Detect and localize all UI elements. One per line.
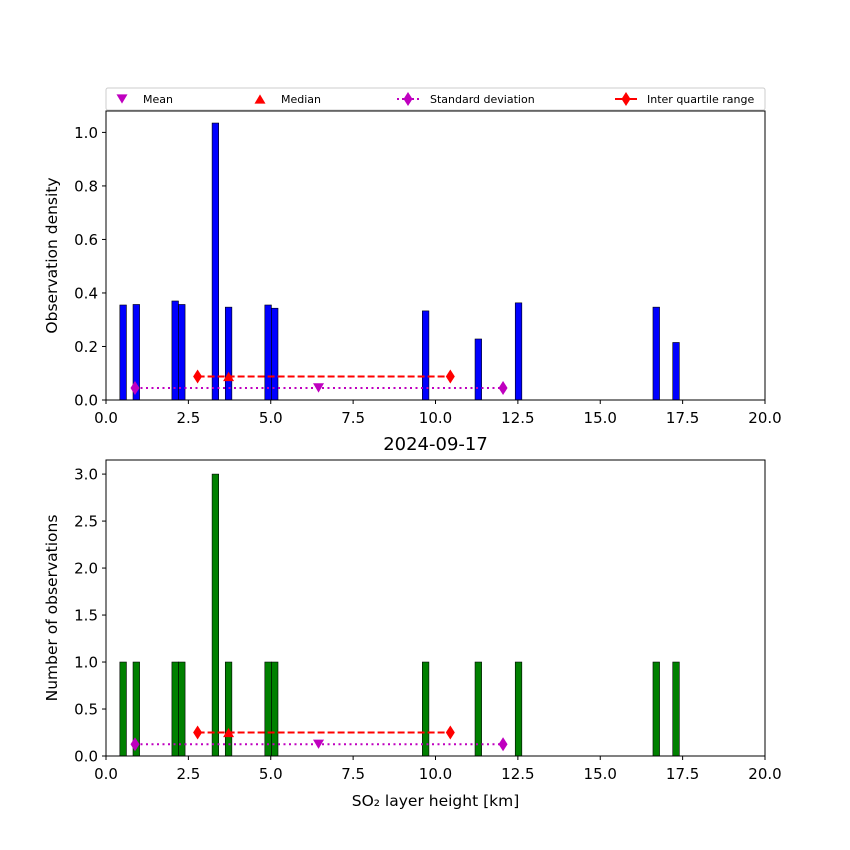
- y-tick-label-2: 0.4: [74, 284, 98, 302]
- bar-7: [271, 307, 279, 401]
- x-tick-label-3: 7.5: [341, 409, 365, 427]
- x-tick-label-5: 12.5: [501, 409, 534, 427]
- iqr-marker-1: [445, 725, 455, 740]
- y-tick-label-2: 1.0: [74, 654, 98, 672]
- std-marker-1: [498, 380, 508, 395]
- bar-2: [171, 300, 179, 401]
- y-tick-label-3: 1.5: [74, 607, 98, 625]
- bar-7: [271, 661, 279, 757]
- iqr-marker-0: [193, 725, 203, 740]
- legend-frame: [105, 87, 766, 111]
- x-tick-label-8: 20.0: [748, 765, 781, 783]
- legend-label-2: Standard deviation: [430, 93, 535, 106]
- axes-frame: [105, 110, 766, 401]
- iqr-marker-1: [445, 369, 455, 384]
- y-tick-label-0: 0.0: [74, 392, 98, 410]
- legend-marker-3: [621, 92, 631, 106]
- bar-9: [474, 338, 482, 401]
- chart-title: 2024-09-17: [383, 434, 488, 455]
- legend-marker-2: [403, 92, 413, 106]
- bar-4: [211, 122, 219, 401]
- legend-marker-1: [254, 94, 266, 104]
- median-marker: [223, 371, 235, 382]
- legend-label-1: Median: [281, 93, 321, 106]
- legend: Mean Median Standard deviation Inter quarti…: [105, 87, 766, 111]
- panel-bottom-counts: 0.0 2.5 5.0 7.5 10.0 12.5 15.0 17.5 20.0 0.0 0.5 1.…: [43, 434, 782, 810]
- x-tick-label-4: 10.0: [419, 409, 452, 427]
- legend-marker-0: [116, 94, 128, 104]
- legend-label-0: Mean: [143, 93, 173, 106]
- axes-frame: [105, 459, 766, 757]
- x-tick-label-5: 12.5: [501, 765, 534, 783]
- x-tick-label-7: 17.5: [666, 409, 699, 427]
- mean-marker: [313, 383, 325, 393]
- bar-0: [119, 304, 127, 401]
- x-tick-label-8: 20.0: [748, 409, 781, 427]
- x-tick-label-0: 0.0: [94, 409, 118, 427]
- x-tick-label-7: 17.5: [666, 765, 699, 783]
- median-marker: [223, 727, 235, 738]
- x-tick-label-2: 5.0: [259, 765, 283, 783]
- bar-12: [672, 661, 680, 757]
- std-marker-0: [130, 737, 140, 752]
- bar-12: [672, 342, 680, 401]
- x-tick-label-6: 15.0: [584, 765, 617, 783]
- iqr-marker-0: [193, 369, 203, 384]
- std-marker-0: [130, 380, 140, 395]
- bar-5: [224, 661, 233, 757]
- x-tick-label-0: 0.0: [94, 765, 118, 783]
- bar-3: [178, 304, 186, 401]
- x-tick-label-4: 10.0: [419, 765, 452, 783]
- y-axis-label: Number of observations: [43, 515, 61, 702]
- bar-6: [264, 661, 272, 757]
- bar-0: [119, 661, 127, 757]
- bar-5: [224, 306, 233, 401]
- bar-10: [514, 661, 523, 757]
- bar-8: [422, 661, 430, 757]
- bar-2: [171, 661, 179, 757]
- bar-11: [652, 306, 660, 401]
- y-tick-label-4: 0.8: [74, 177, 98, 195]
- x-axis-label: SO₂ layer height [km]: [352, 792, 520, 810]
- std-marker-1: [498, 737, 508, 752]
- bar-10: [514, 302, 523, 401]
- y-tick-label-5: 2.5: [74, 513, 98, 531]
- mean-marker: [313, 739, 325, 749]
- y-tick-label-5: 1.0: [74, 124, 98, 142]
- bar-4: [211, 473, 219, 757]
- x-tick-label-6: 15.0: [584, 409, 617, 427]
- bar-6: [264, 304, 272, 401]
- bar-8: [422, 310, 430, 401]
- x-tick-label-3: 7.5: [341, 765, 365, 783]
- bar-11: [652, 661, 660, 757]
- y-tick-label-3: 0.6: [74, 231, 98, 249]
- panel-top-density: 0.0 2.5 5.0 7.5 10.0 12.5 15.0 17.5 20.0 0.0 0.2 0.…: [43, 110, 782, 427]
- y-tick-label-1: 0.2: [74, 338, 98, 356]
- x-tick-label-2: 5.0: [259, 409, 283, 427]
- x-tick-label-1: 2.5: [176, 409, 200, 427]
- y-tick-label-4: 2.0: [74, 560, 98, 578]
- bar-3: [178, 661, 186, 757]
- bar-9: [474, 661, 482, 757]
- y-tick-label-1: 0.5: [74, 701, 98, 719]
- legend-label-3: Inter quartile range: [647, 93, 754, 106]
- y-tick-label-0: 0.0: [74, 748, 98, 766]
- y-tick-label-6: 3.0: [74, 466, 98, 484]
- x-tick-label-1: 2.5: [176, 765, 200, 783]
- y-axis-label: Observation density: [43, 177, 61, 333]
